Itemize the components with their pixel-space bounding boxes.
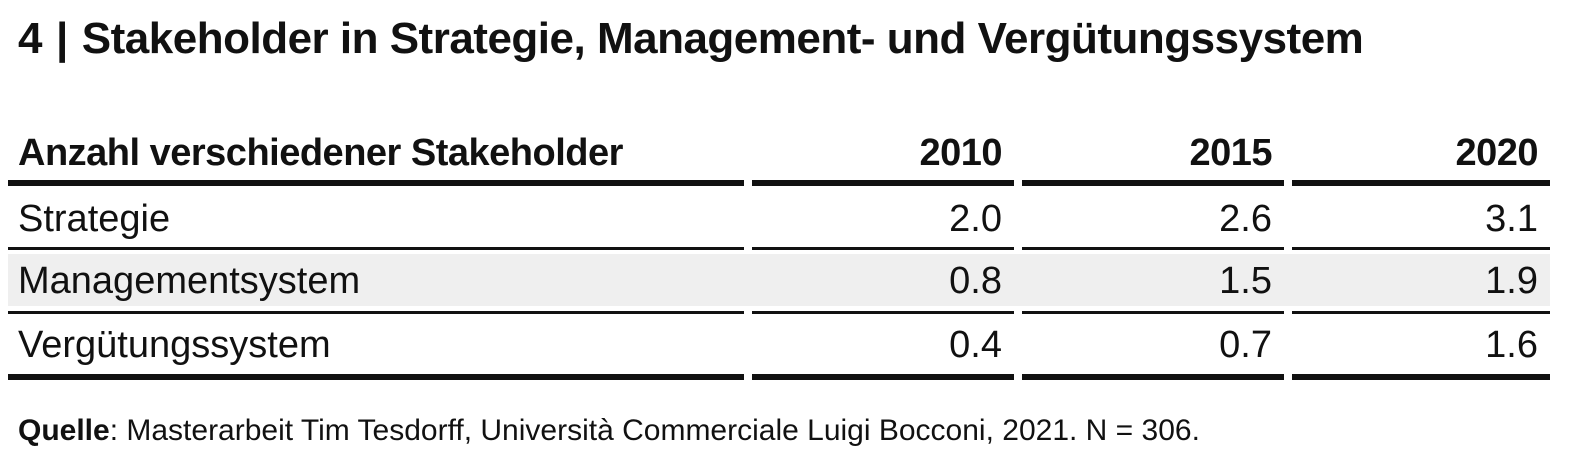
source-label: Quelle xyxy=(18,414,110,447)
row-divider xyxy=(752,247,1014,250)
table-cell: 0.4 xyxy=(949,324,1002,366)
row-label: Vergütungssystem xyxy=(18,324,331,366)
row-label: Strategie xyxy=(18,198,171,240)
row-divider xyxy=(1022,311,1284,314)
table-cell: 3.1 xyxy=(1485,198,1538,240)
header-rule xyxy=(1022,180,1284,186)
header-col-2015: 2015 xyxy=(1189,132,1272,174)
row-divider xyxy=(1292,311,1550,314)
row-divider xyxy=(1292,247,1550,250)
table-cell: 1.9 xyxy=(1485,260,1538,302)
header-label: Anzahl verschiedener Stakeholder xyxy=(18,132,623,174)
row-label: Managementsystem xyxy=(18,260,361,302)
table-cell: 0.7 xyxy=(1219,324,1272,366)
header-rule xyxy=(8,180,744,186)
table-cell: 2.6 xyxy=(1219,198,1272,240)
title-separator: | xyxy=(55,14,68,63)
figure-number: 4 xyxy=(18,14,42,63)
table-cell: 2.0 xyxy=(949,198,1002,240)
bottom-rule xyxy=(8,374,744,380)
header-rule xyxy=(752,180,1014,186)
table-cell: 1.5 xyxy=(1219,260,1272,302)
header-col-2020: 2020 xyxy=(1455,132,1538,174)
source-text: : Masterarbeit Tim Tesdorff, Università … xyxy=(109,414,1200,447)
row-divider xyxy=(1022,247,1284,250)
row-divider xyxy=(752,311,1014,314)
header-rule xyxy=(1292,180,1550,186)
header-col-2010: 2010 xyxy=(919,132,1002,174)
row-divider xyxy=(8,311,744,314)
bottom-rule xyxy=(1292,374,1550,380)
bottom-rule xyxy=(752,374,1014,380)
source-note: Quelle: Masterarbeit Tim Tesdorff, Unive… xyxy=(18,414,1200,448)
bottom-rule xyxy=(1022,374,1284,380)
table-cell: 1.6 xyxy=(1485,324,1538,366)
chart-title: 4 | Stakeholder in Strategie, Management- … xyxy=(18,14,1364,64)
table-cell: 0.8 xyxy=(949,260,1002,302)
title-text: Stakeholder in Strategie, Management- un… xyxy=(81,14,1364,63)
row-divider xyxy=(8,247,744,250)
row-shading xyxy=(8,254,1550,306)
